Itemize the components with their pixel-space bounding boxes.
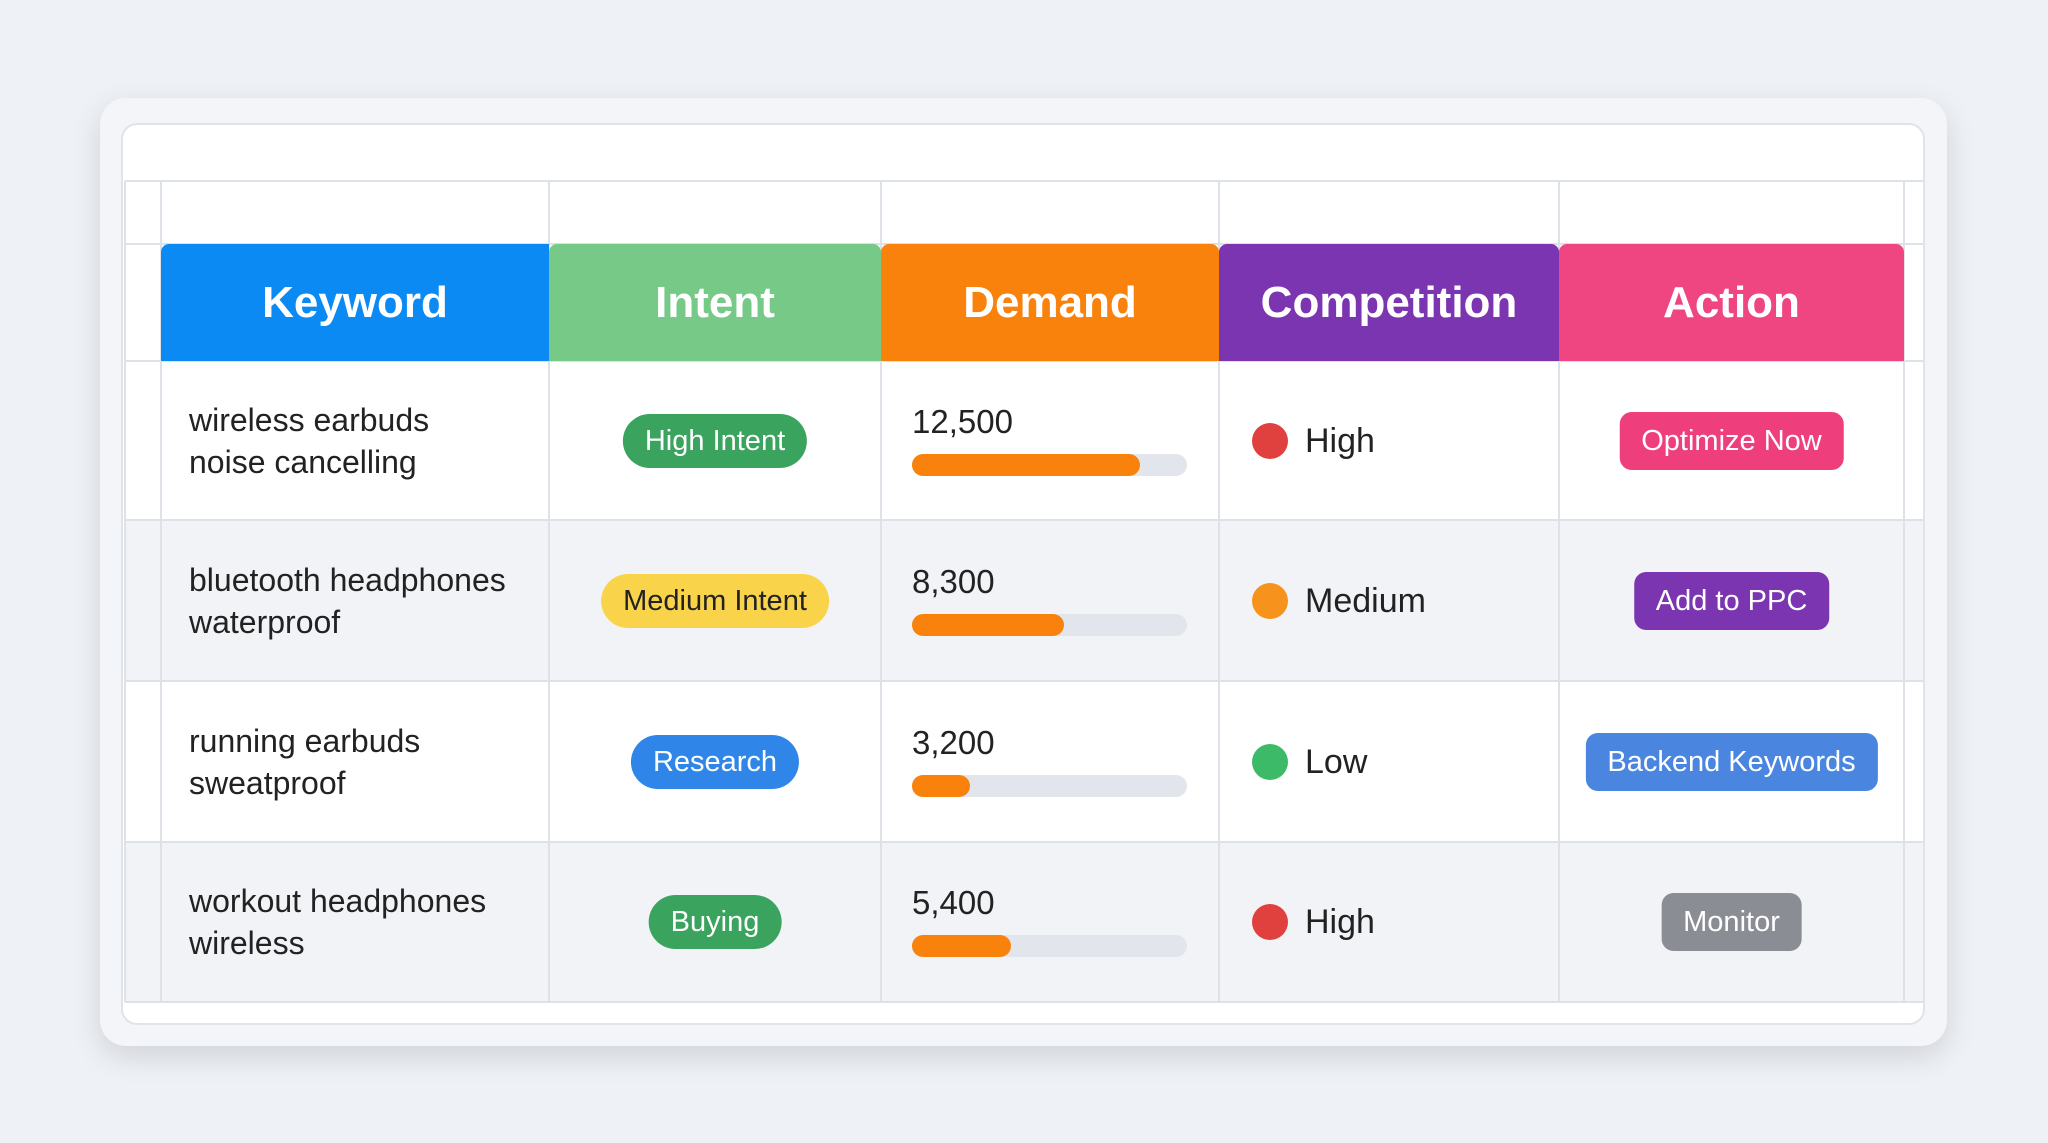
grid-line bbox=[880, 181, 882, 1002]
grid-line bbox=[1558, 181, 1560, 1002]
grid-line bbox=[125, 680, 1923, 682]
demand-bar bbox=[912, 613, 1064, 636]
grid-line bbox=[125, 519, 1923, 521]
demand-value: 12,500 bbox=[912, 402, 1013, 440]
grid-line bbox=[125, 841, 1923, 843]
grid-line bbox=[125, 1001, 1923, 1003]
grid-line bbox=[1218, 181, 1220, 1002]
grid-line bbox=[125, 180, 1923, 182]
action-button[interactable]: Monitor bbox=[1661, 893, 1802, 951]
demand-track bbox=[912, 774, 1187, 797]
column-header: Intent bbox=[549, 244, 881, 361]
grid-line bbox=[1903, 181, 1905, 1002]
column-header: Keyword bbox=[161, 244, 549, 361]
demand-bar bbox=[912, 453, 1141, 476]
competition-label: Low bbox=[1305, 742, 1368, 781]
competition-label: High bbox=[1305, 903, 1375, 941]
column-header: Competition bbox=[1219, 244, 1559, 361]
row-background bbox=[125, 520, 1923, 681]
demand-value: 3,200 bbox=[912, 723, 995, 761]
intent-badge: Research bbox=[630, 734, 800, 789]
competition-dot bbox=[1252, 582, 1288, 619]
keyword: workout headphones wireless bbox=[189, 883, 487, 961]
row-background bbox=[125, 842, 1923, 1002]
intent-badge: High Intent bbox=[622, 413, 808, 468]
table-panel: Keyword Intent Demand Competition Action wire… bbox=[121, 123, 1925, 1025]
demand-bar bbox=[912, 774, 971, 797]
keyword: wireless earbuds noise cancelling bbox=[189, 401, 430, 480]
competition-dot bbox=[1252, 743, 1288, 780]
action-button[interactable]: Optimize Now bbox=[1619, 411, 1844, 470]
competition-dot bbox=[1252, 904, 1288, 940]
action-button[interactable]: Backend Keywords bbox=[1585, 732, 1878, 791]
action-button[interactable]: Add to PPC bbox=[1633, 571, 1830, 630]
keyword: bluetooth headphones waterproof bbox=[189, 561, 506, 640]
competition-label: High bbox=[1305, 421, 1375, 460]
grid-line bbox=[160, 181, 162, 1002]
demand-value: 8,300 bbox=[912, 562, 995, 600]
competition-dot bbox=[1252, 422, 1288, 459]
demand-bar bbox=[912, 935, 1011, 957]
intent-badge: Buying bbox=[648, 895, 782, 949]
competition-label: Medium bbox=[1305, 581, 1426, 620]
grid-line bbox=[124, 181, 126, 1002]
column-header: Demand bbox=[881, 244, 1219, 361]
intent-badge: Medium Intent bbox=[601, 573, 829, 628]
column-header: Action bbox=[1559, 244, 1904, 361]
keyword: running earbuds sweatproof bbox=[189, 722, 421, 801]
grid-line bbox=[548, 181, 550, 1002]
grid-line bbox=[125, 360, 1923, 362]
demand-value: 5,400 bbox=[912, 884, 995, 921]
